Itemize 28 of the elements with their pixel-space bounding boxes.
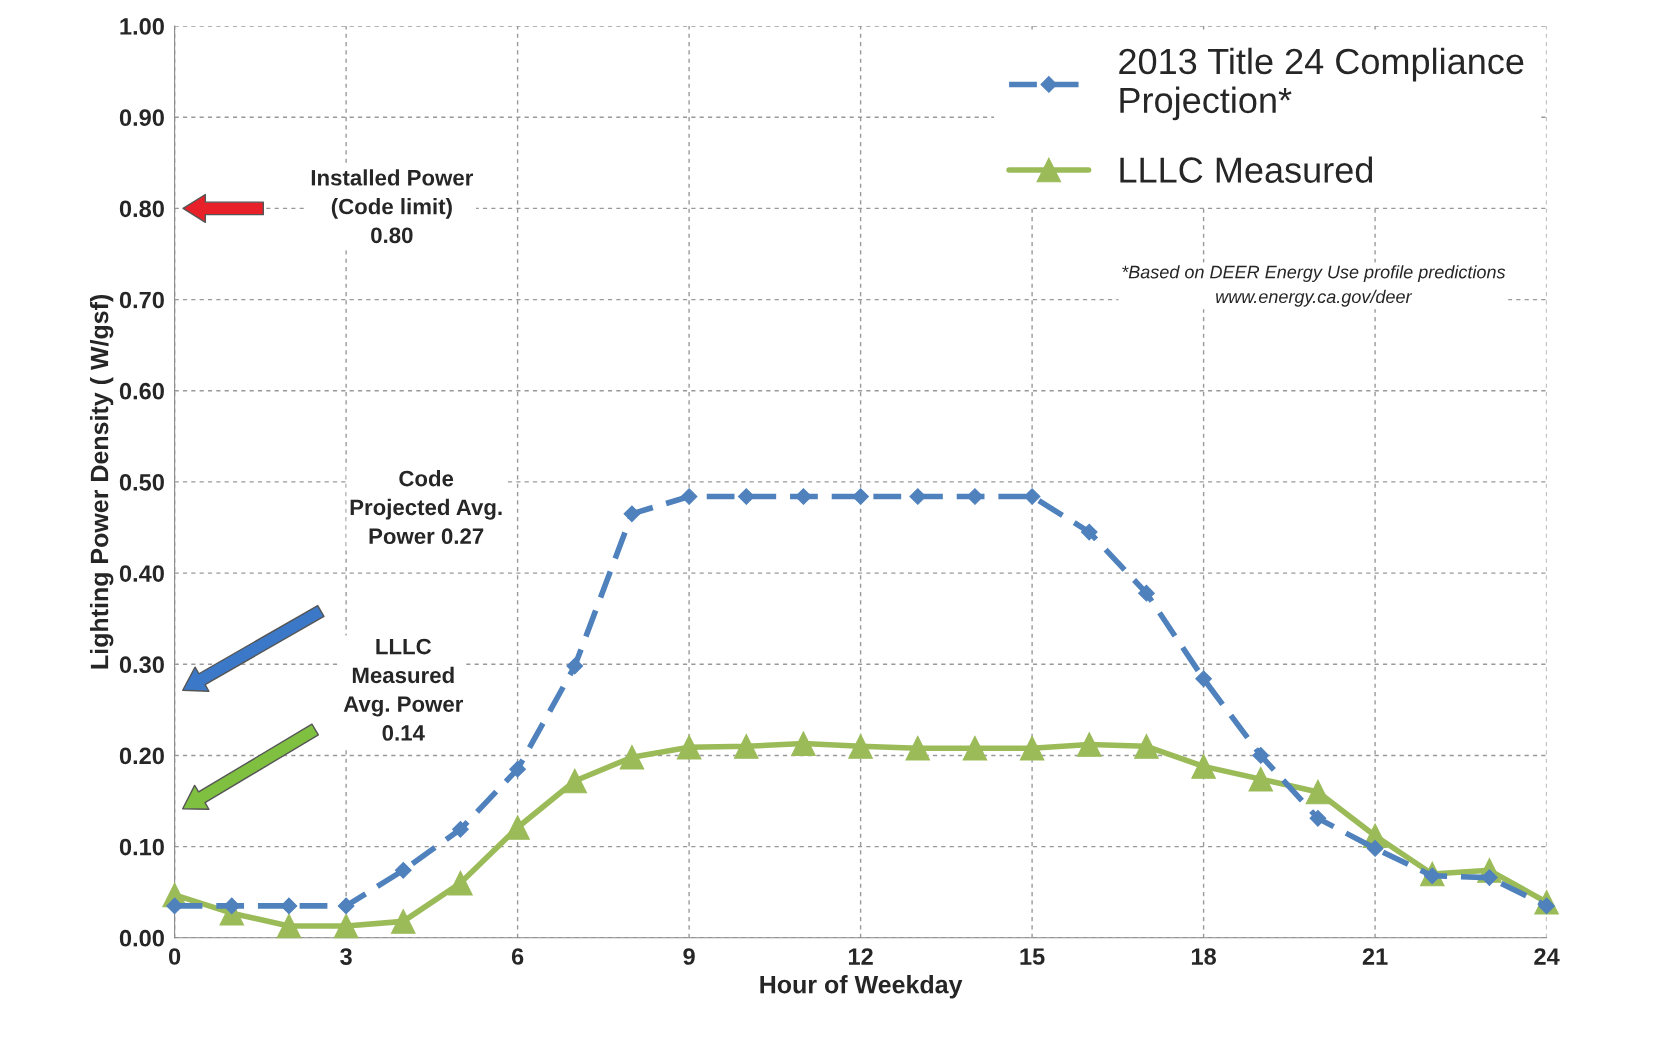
y-tick-label: 0.10 [119, 838, 164, 856]
annotation: *Based on DEER Energy Use profile predictions www.energy.ca.gov/deer [1122, 265, 1506, 307]
x-tick-label: 15 [1020, 948, 1045, 965]
x-tick-label: 12 [848, 948, 873, 965]
y-tick-label: 0.30 [119, 656, 164, 674]
annotation: Installed Power (Code limit) 0.80 [311, 169, 474, 244]
x-axis-title: Hour of Weekday [760, 975, 963, 999]
y-tick-label: 0.00 [119, 929, 164, 947]
legend-label: 2013 Title 24 Compliance Projection* [1119, 47, 1524, 121]
x-tick-label: 6 [511, 948, 524, 965]
annotation: Code Projected Avg. Power 0.27 [350, 470, 502, 545]
x-tick-label: 0 [168, 948, 181, 965]
x-tick-label: 3 [340, 948, 352, 965]
x-tick-label: 18 [1191, 948, 1216, 965]
y-tick-label: 0.40 [119, 565, 164, 582]
y-axis-title: Lighting Power Density ( W/gsf) [89, 294, 114, 669]
y-tick-label: 0.90 [119, 109, 164, 127]
x-tick-label: 24 [1534, 948, 1560, 965]
y-tick-label: 0.80 [119, 200, 164, 218]
y-tick-label: 0.50 [119, 473, 164, 491]
legend-label: LLLC Measured [1120, 156, 1373, 183]
y-tick-label: 0.60 [119, 382, 164, 400]
y-tick-label: 1.00 [120, 18, 164, 35]
x-tick-label: 21 [1362, 948, 1388, 965]
annotation: LLLC Measured Avg. Power 0.14 [343, 638, 464, 741]
y-tick-label: 0.70 [119, 291, 164, 309]
y-tick-label: 0.20 [119, 747, 164, 765]
x-tick-label: 9 [683, 948, 695, 965]
